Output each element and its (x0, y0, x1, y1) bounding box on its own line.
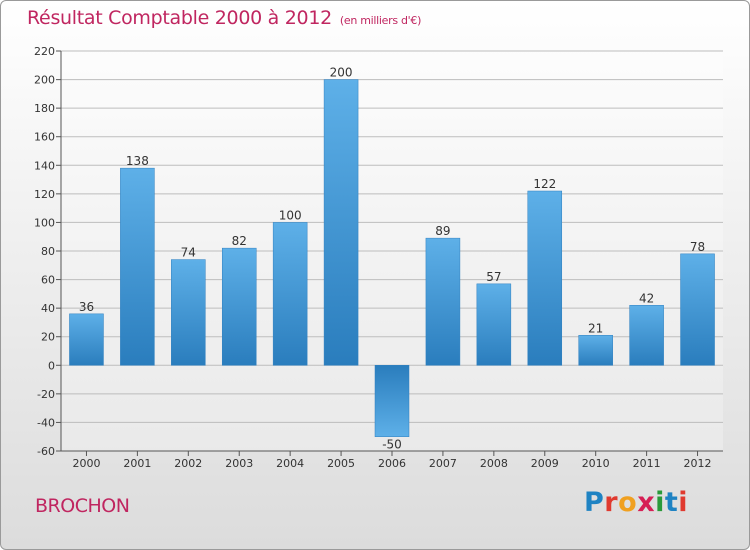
y-tick-label: 80 (41, 245, 55, 258)
data-label-2002: 74 (181, 246, 196, 260)
y-tick-label: 0 (48, 359, 55, 372)
y-tick-label: 160 (34, 131, 55, 144)
y-tick-label: 220 (34, 45, 55, 58)
x-tick-label-2008: 2008 (480, 457, 508, 470)
x-tick-label-2005: 2005 (327, 457, 355, 470)
logo-letter: r (604, 487, 619, 518)
x-tick-label-2009: 2009 (531, 457, 559, 470)
data-label-2011: 42 (639, 291, 654, 305)
y-tick-label: 60 (41, 274, 55, 287)
y-tick-label: 180 (34, 102, 55, 115)
chart-title: Résultat Comptable 2000 à 2012 (en millie… (27, 7, 421, 29)
bar-2001 (120, 167, 155, 366)
data-label-2008: 57 (486, 270, 501, 284)
x-tick-label-2010: 2010 (582, 457, 610, 470)
x-tick-label-2002: 2002 (174, 457, 202, 470)
y-tick-label: 20 (41, 331, 55, 344)
y-tick-label: -60 (37, 445, 55, 458)
x-tick-label-2003: 2003 (225, 457, 253, 470)
bar-2009 (527, 190, 563, 366)
data-label-2009: 122 (533, 177, 556, 191)
data-label-2004: 100 (279, 208, 302, 222)
data-label-2000: 36 (79, 300, 94, 314)
chart-title-text: Résultat Comptable 2000 à 2012 (27, 7, 332, 29)
x-tick-label-2004: 2004 (276, 457, 304, 470)
logo-letter: i (655, 487, 665, 518)
bar-2002 (171, 259, 206, 366)
logo-letter: i (678, 487, 689, 518)
x-tick-label-2012: 2012 (684, 457, 712, 470)
y-tick-label: -40 (37, 416, 55, 429)
chart-subtitle: (en milliers d'€) (339, 14, 422, 27)
y-tick-label: -20 (37, 388, 55, 401)
bar-2011 (629, 305, 664, 366)
data-label-2010: 21 (588, 321, 603, 335)
data-label-2012: 78 (690, 240, 705, 254)
y-tick-label: 140 (34, 159, 55, 172)
logo-letter: o (618, 487, 638, 518)
bar-2004 (272, 222, 308, 366)
data-label-2005: 200 (330, 66, 353, 80)
x-tick-label-2011: 2011 (633, 457, 661, 470)
proxiti-logo: Proxiti (584, 487, 688, 518)
logo-letter: P (584, 487, 605, 518)
bar-2006 (374, 365, 410, 437)
data-label-2007: 89 (435, 224, 450, 238)
bar-2008 (476, 283, 512, 366)
bar-2000 (69, 313, 104, 366)
bar-2003 (221, 247, 257, 366)
x-tick-label-2006: 2006 (378, 457, 406, 470)
data-label-2006: -50 (382, 438, 402, 452)
x-tick-label-2007: 2007 (429, 457, 457, 470)
y-tick-label: 200 (34, 74, 55, 87)
data-label-2003: 82 (232, 234, 247, 248)
bar-2007 (425, 237, 461, 366)
bar-2010 (578, 335, 613, 366)
logo-letter: x (637, 487, 656, 518)
y-tick-label: 40 (41, 302, 55, 315)
bar-2012 (680, 253, 715, 366)
commune-name: BROCHON (35, 495, 130, 517)
y-tick-label: 120 (34, 188, 55, 201)
x-tick-label-2001: 2001 (123, 457, 151, 470)
data-label-2001: 138 (126, 154, 149, 168)
y-tick-label: 100 (34, 216, 55, 229)
logo-letter: t (664, 487, 679, 518)
bar-2005 (323, 79, 359, 366)
x-tick-label-2000: 2000 (72, 457, 100, 470)
